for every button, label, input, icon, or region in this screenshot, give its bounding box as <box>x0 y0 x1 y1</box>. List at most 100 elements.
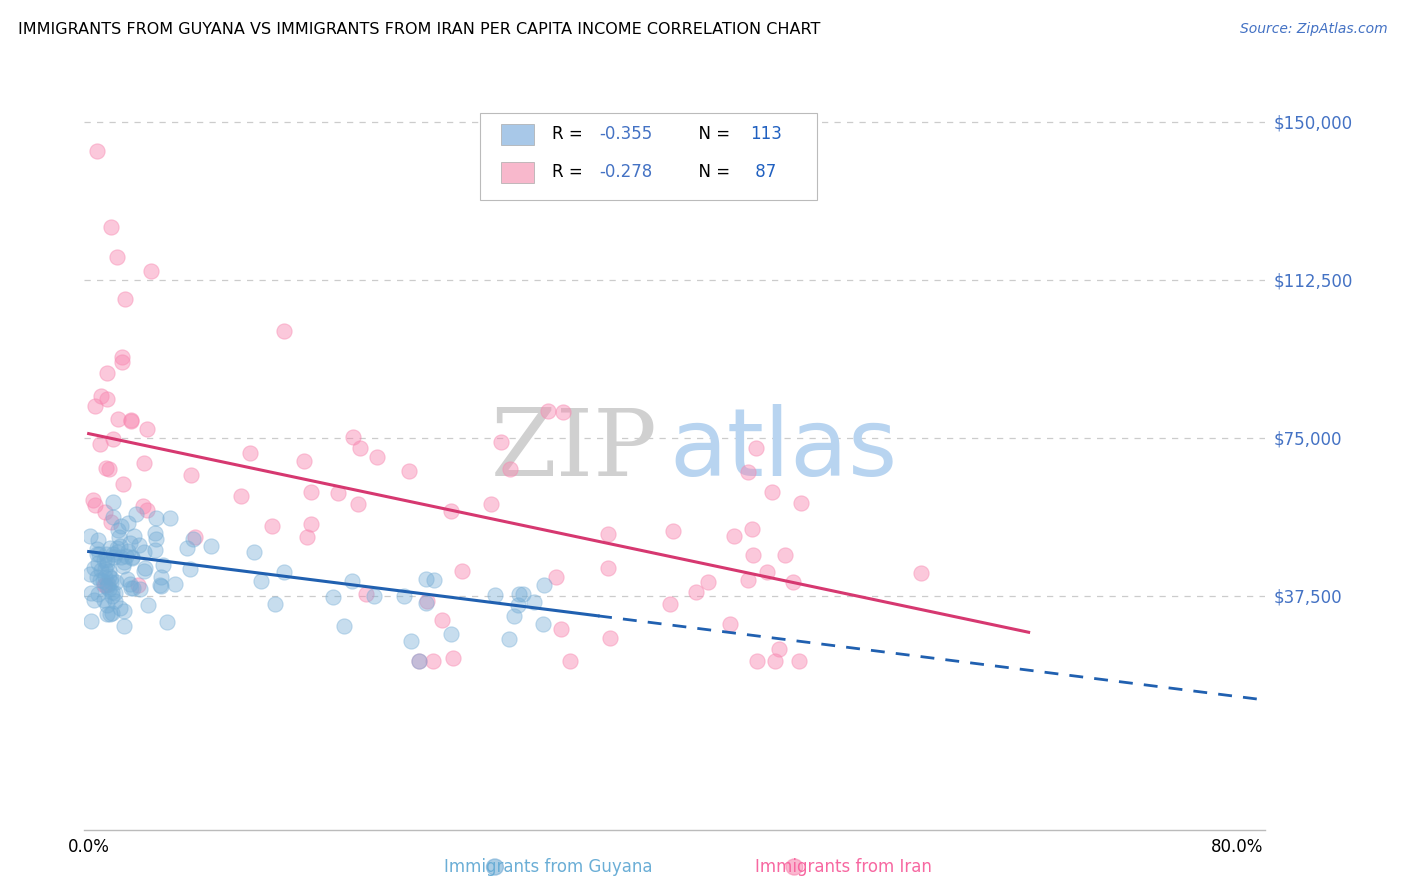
Point <box>97 576 120 591</box>
Point <box>503 609 526 624</box>
Point <box>91 574 114 588</box>
Text: 113: 113 <box>751 125 782 144</box>
Point <box>96 607 118 621</box>
Point <box>180 467 202 482</box>
Point <box>87 556 110 570</box>
Point <box>491 435 513 450</box>
Point <box>273 565 295 579</box>
Point <box>152 558 174 572</box>
Point <box>114 292 136 306</box>
Text: IMMIGRANTS FROM GUYANA VS IMMIGRANTS FROM IRAN PER CAPITA INCOME CORRELATION CHA: IMMIGRANTS FROM GUYANA VS IMMIGRANTS FRO… <box>18 22 821 37</box>
Point <box>110 519 132 533</box>
Point <box>398 464 420 478</box>
Point <box>134 560 156 574</box>
Point <box>150 579 173 593</box>
Point <box>239 446 262 460</box>
Point <box>250 574 273 588</box>
Text: -0.355: -0.355 <box>599 125 652 144</box>
Point <box>120 581 142 595</box>
Point <box>108 530 131 544</box>
Point <box>128 538 150 552</box>
Point <box>451 565 474 579</box>
Point <box>181 532 204 546</box>
Point <box>145 533 167 547</box>
FancyBboxPatch shape <box>479 113 817 201</box>
Point <box>100 575 122 590</box>
Point <box>295 530 318 544</box>
Point <box>599 631 621 645</box>
Point <box>101 585 124 599</box>
Point <box>399 633 422 648</box>
Point <box>165 576 187 591</box>
Point <box>94 562 117 576</box>
Point <box>96 552 118 566</box>
Point <box>121 550 143 565</box>
Point <box>512 587 534 601</box>
Text: R =: R = <box>553 163 588 181</box>
Point <box>763 654 786 668</box>
Point <box>86 547 108 561</box>
Point <box>82 492 104 507</box>
Point <box>242 545 264 559</box>
Point <box>96 557 118 571</box>
Point <box>498 632 520 646</box>
Point <box>775 548 797 562</box>
Point <box>96 461 118 475</box>
Point <box>83 561 105 575</box>
Point <box>787 654 810 668</box>
Point <box>110 350 132 364</box>
Point <box>89 573 111 587</box>
Point <box>101 432 124 446</box>
Point <box>120 535 142 549</box>
Point <box>333 619 356 633</box>
Point <box>112 555 135 569</box>
Point <box>156 615 179 630</box>
FancyBboxPatch shape <box>502 161 534 183</box>
Point <box>263 597 285 611</box>
Point <box>143 525 166 540</box>
Text: R =: R = <box>553 125 588 144</box>
Point <box>127 578 149 592</box>
Text: atlas: atlas <box>669 404 897 497</box>
Point <box>546 569 568 583</box>
Point <box>422 654 444 668</box>
Point <box>83 593 105 607</box>
Point <box>342 430 364 444</box>
Point <box>117 544 139 558</box>
Point <box>273 324 295 338</box>
Point <box>441 651 464 665</box>
Point <box>98 569 121 583</box>
Point <box>122 581 145 595</box>
Point <box>108 600 131 615</box>
Point <box>86 570 108 584</box>
Point <box>84 399 107 413</box>
Point <box>659 597 682 611</box>
Point <box>86 145 108 159</box>
Point <box>260 518 283 533</box>
Point <box>115 549 138 564</box>
Point <box>741 549 763 563</box>
Point <box>440 626 463 640</box>
Point <box>139 264 162 278</box>
Point <box>132 500 155 514</box>
Point <box>737 573 759 587</box>
Point <box>741 522 763 536</box>
Point <box>100 220 122 235</box>
Point <box>408 654 430 668</box>
Point <box>299 484 322 499</box>
Point <box>782 574 804 589</box>
Point <box>422 573 444 587</box>
Point <box>112 558 135 573</box>
Point <box>596 527 619 541</box>
Point <box>159 510 181 524</box>
Point <box>98 582 121 597</box>
Point <box>112 619 135 633</box>
Point <box>394 589 416 603</box>
Point <box>135 422 157 436</box>
Text: Immigrants from Iran: Immigrants from Iran <box>755 858 932 876</box>
Point <box>93 578 115 592</box>
Point <box>179 562 201 576</box>
Point <box>200 540 222 554</box>
Point <box>366 450 388 464</box>
Point <box>479 497 502 511</box>
